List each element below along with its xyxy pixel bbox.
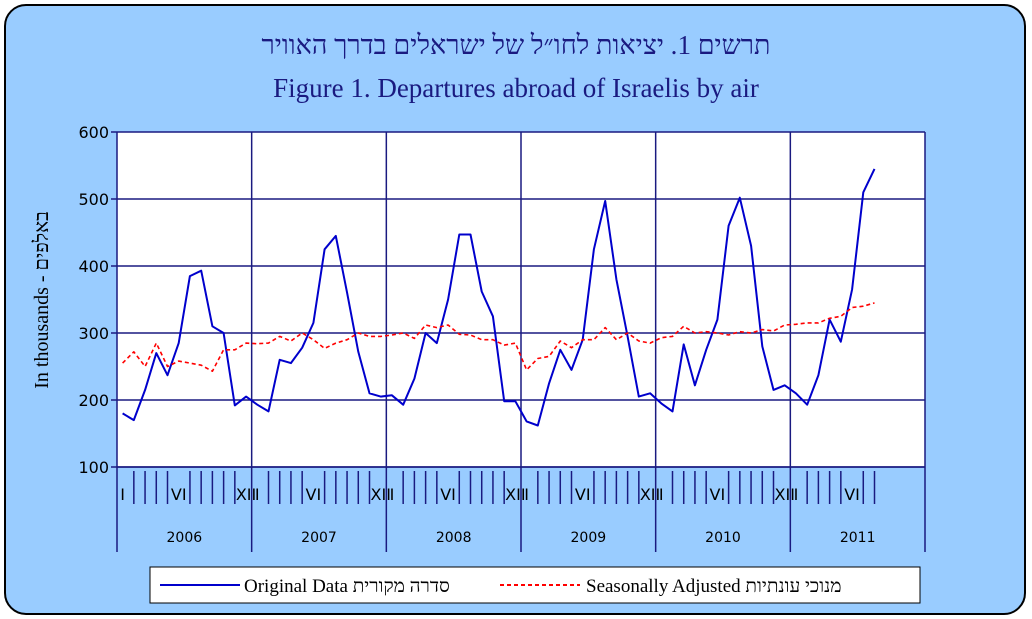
series-line-seasonally-adjusted	[122, 302, 875, 373]
y-tick-label: 600	[78, 123, 109, 142]
x-month-marker: XII	[505, 485, 525, 504]
y-axis-ticks: 100 200 300 400 500 600	[78, 123, 117, 477]
x-month-marker: I	[255, 485, 260, 504]
x-month-marker: XII	[236, 485, 256, 504]
x-month-marker: VI	[710, 485, 726, 504]
legend: Original Data סדרה מקורית Seasonally Adj…	[149, 566, 921, 604]
x-year-label: 2011	[840, 530, 876, 546]
x-month-marker: I	[120, 485, 125, 504]
series-lines	[122, 168, 876, 427]
y-tick-label: 200	[78, 391, 109, 410]
x-year-label: 2008	[436, 530, 472, 546]
x-month-marker: VI	[575, 485, 591, 504]
x-year-label: 2007	[301, 530, 337, 546]
y-tick-label: 100	[78, 458, 109, 477]
x-month-marker: I	[524, 485, 529, 504]
legend-label-seasonal: Seasonally Adjusted מנוכי עונתיות	[586, 576, 842, 597]
x-month-marker: VI	[440, 485, 456, 504]
chart-title: Figure 1. Departures abroad of Israelis …	[273, 73, 759, 103]
x-month-marker: XII	[775, 485, 795, 504]
x-year-label: 2006	[167, 530, 203, 546]
series-line-original	[122, 168, 876, 427]
x-month-marker: VI	[844, 485, 860, 504]
y-axis-label: In thousands - באלפים	[31, 211, 53, 389]
y-tick-label: 500	[78, 190, 109, 209]
x-year-label: 2010	[705, 530, 741, 546]
x-month-marker: I	[794, 485, 799, 504]
x-month-marker: I	[659, 485, 664, 504]
x-month-marker: XII	[640, 485, 660, 504]
x-month-marker: I	[390, 485, 395, 504]
x-month-marker: VI	[171, 485, 187, 504]
x-year-label: 2009	[571, 530, 607, 546]
y-tick-label: 400	[78, 257, 109, 276]
x-month-marker: XII	[371, 485, 391, 504]
chart-title-hebrew: תרשים 1. יציאות לחו״ל של ישראלים בדרך הא…	[261, 30, 771, 60]
y-tick-label: 300	[78, 324, 109, 343]
legend-label-original: Original Data סדרה מקורית	[244, 576, 450, 597]
x-month-marker: VI	[306, 485, 322, 504]
